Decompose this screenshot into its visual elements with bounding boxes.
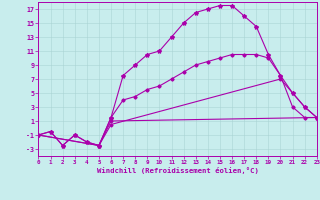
X-axis label: Windchill (Refroidissement éolien,°C): Windchill (Refroidissement éolien,°C) [97,167,259,174]
